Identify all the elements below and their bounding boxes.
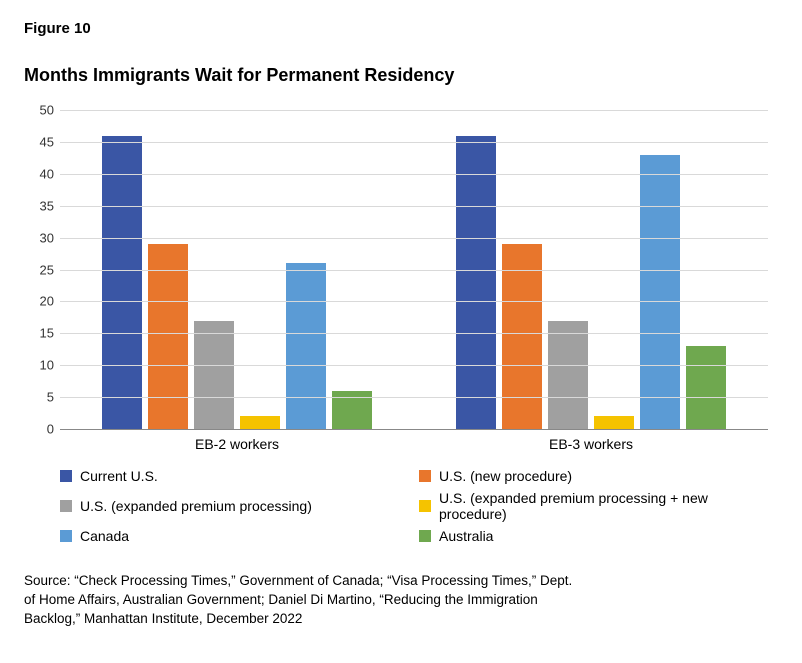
- bar: [286, 263, 326, 429]
- gridline: [60, 397, 768, 398]
- figure-label: Figure 10: [24, 20, 778, 37]
- gridline: [60, 110, 768, 111]
- y-tick-label: 25: [30, 262, 54, 277]
- x-tick-label: EB-2 workers: [60, 436, 414, 452]
- legend-swatch: [419, 500, 431, 512]
- chart-container: 05101520253035404550 EB-2 workersEB-3 wo…: [60, 110, 768, 450]
- gridline: [60, 301, 768, 302]
- gridline: [60, 174, 768, 175]
- legend-label: Canada: [80, 528, 129, 544]
- bar: [686, 346, 726, 429]
- gridline: [60, 270, 768, 271]
- bar: [594, 416, 634, 429]
- bar: [640, 155, 680, 429]
- legend-label: U.S. (expanded premium processing + new …: [439, 490, 778, 522]
- bar: [502, 244, 542, 429]
- legend: Current U.S. U.S. (new procedure) U.S. (ex…: [60, 468, 778, 550]
- y-tick-label: 15: [30, 326, 54, 341]
- gridline: [60, 365, 768, 366]
- legend-item: U.S. (expanded premium processing + new …: [419, 490, 778, 522]
- bar: [456, 136, 496, 429]
- y-tick-label: 0: [30, 422, 54, 437]
- legend-item: U.S. (new procedure): [419, 468, 778, 484]
- legend-label: Australia: [439, 528, 493, 544]
- x-axis: EB-2 workersEB-3 workers: [60, 436, 768, 452]
- source-text: Source: “Check Processing Times,” Govern…: [24, 572, 584, 629]
- x-tick-label: EB-3 workers: [414, 436, 768, 452]
- bar: [102, 136, 142, 429]
- bar: [148, 244, 188, 429]
- legend-label: U.S. (new procedure): [439, 468, 572, 484]
- gridline: [60, 333, 768, 334]
- legend-swatch: [60, 500, 72, 512]
- legend-item: Canada: [60, 528, 419, 544]
- plot-area: 05101520253035404550: [60, 110, 768, 430]
- legend-swatch: [419, 470, 431, 482]
- legend-swatch: [60, 470, 72, 482]
- y-tick-label: 45: [30, 134, 54, 149]
- chart-title: Months Immigrants Wait for Permanent Res…: [24, 65, 778, 86]
- legend-swatch: [60, 530, 72, 542]
- bar: [240, 416, 280, 429]
- gridline: [60, 206, 768, 207]
- y-tick-label: 5: [30, 390, 54, 405]
- y-tick-label: 35: [30, 198, 54, 213]
- bar: [548, 321, 588, 429]
- y-tick-label: 10: [30, 358, 54, 373]
- legend-item: Current U.S.: [60, 468, 419, 484]
- legend-label: Current U.S.: [80, 468, 158, 484]
- y-tick-label: 30: [30, 230, 54, 245]
- bar: [194, 321, 234, 429]
- gridline: [60, 142, 768, 143]
- legend-item: Australia: [419, 528, 778, 544]
- gridline: [60, 238, 768, 239]
- legend-item: U.S. (expanded premium processing): [60, 490, 419, 522]
- y-tick-label: 50: [30, 103, 54, 118]
- legend-label: U.S. (expanded premium processing): [80, 498, 312, 514]
- y-tick-label: 40: [30, 166, 54, 181]
- y-tick-label: 20: [30, 294, 54, 309]
- legend-swatch: [419, 530, 431, 542]
